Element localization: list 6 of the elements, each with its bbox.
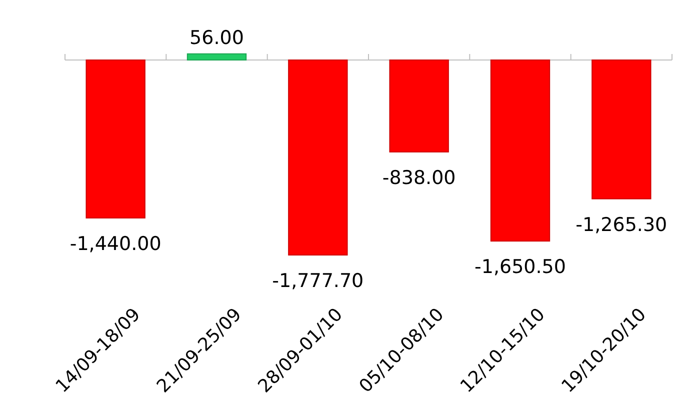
data-label: -838.00: [382, 166, 456, 189]
data-label: -1,265.30: [576, 214, 668, 236]
data-label: -1,440.00: [70, 232, 162, 255]
data-label: -1,777.70: [272, 270, 364, 292]
data-label: -1,650.50: [474, 256, 566, 278]
data-label: 56.00: [190, 26, 244, 49]
